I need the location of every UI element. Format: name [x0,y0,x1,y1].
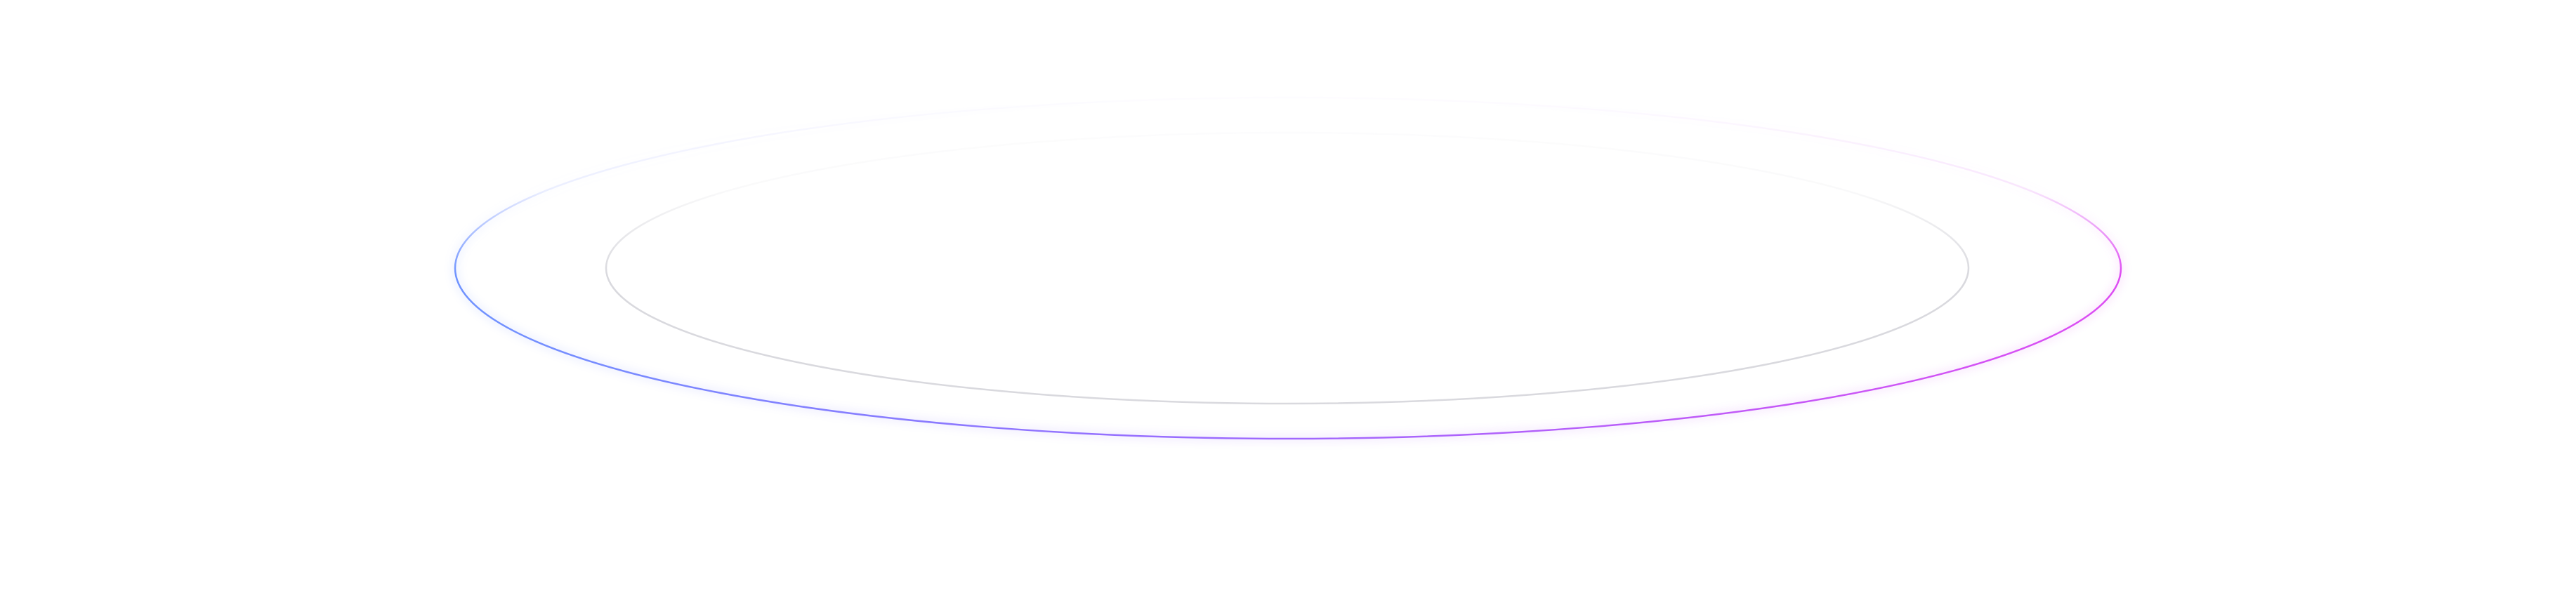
inner-ring [605,131,1970,405]
outer-ring-glow [452,94,2124,442]
outer-ring [454,96,2122,440]
ring-group [452,94,2124,442]
